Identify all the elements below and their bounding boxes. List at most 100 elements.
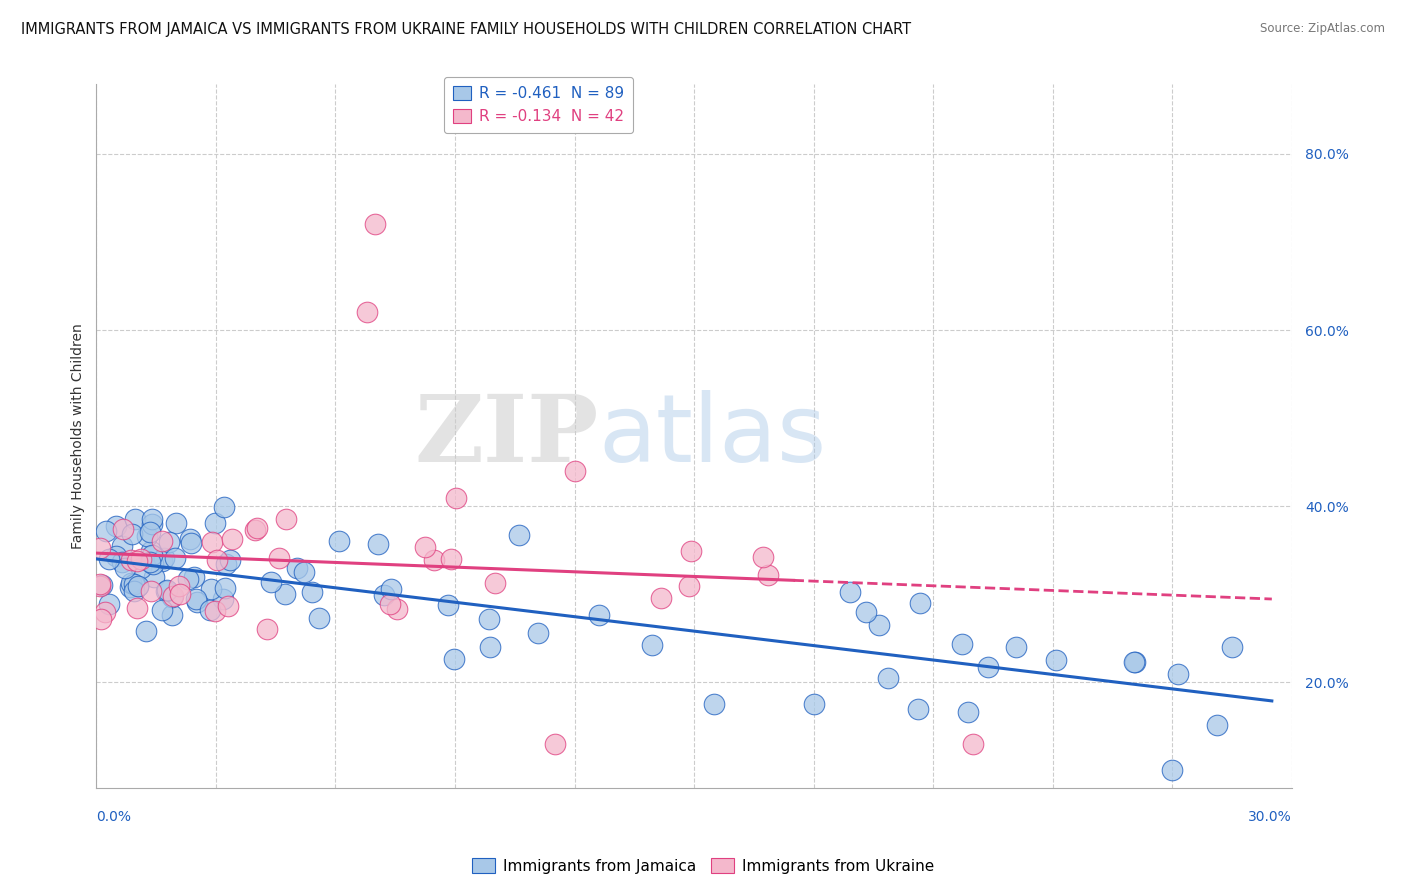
Point <box>139 525 162 540</box>
Point <box>138 555 160 569</box>
Point <box>179 532 201 546</box>
Point <box>217 599 239 614</box>
Point <box>118 580 141 594</box>
Point <box>1123 655 1146 669</box>
Point <box>125 601 148 615</box>
Point <box>1045 653 1067 667</box>
Point <box>276 512 298 526</box>
Point <box>135 624 157 638</box>
Point <box>752 549 775 564</box>
Point <box>114 561 136 575</box>
Point <box>679 543 702 558</box>
Point <box>169 587 191 601</box>
Point <box>478 612 501 626</box>
Legend: Immigrants from Jamaica, Immigrants from Ukraine: Immigrants from Jamaica, Immigrants from… <box>465 852 941 880</box>
Point <box>484 576 506 591</box>
Point <box>124 512 146 526</box>
Point <box>543 737 565 751</box>
Point <box>89 579 111 593</box>
Text: ZIP: ZIP <box>415 391 599 481</box>
Point <box>1220 640 1243 654</box>
Point <box>380 582 402 596</box>
Point <box>89 541 111 555</box>
Point <box>214 582 236 596</box>
Point <box>111 539 134 553</box>
Point <box>1005 640 1028 654</box>
Point <box>385 602 408 616</box>
Point <box>204 604 226 618</box>
Point <box>112 522 135 536</box>
Point <box>328 533 350 548</box>
Point <box>444 491 467 505</box>
Point <box>104 549 127 563</box>
Point <box>204 516 226 531</box>
Point <box>155 583 177 598</box>
Point <box>907 702 929 716</box>
Point <box>855 605 877 619</box>
Point <box>184 592 207 607</box>
Point <box>1123 655 1146 669</box>
Point <box>111 555 134 569</box>
Point <box>260 575 283 590</box>
Point <box>127 579 149 593</box>
Point <box>129 561 152 575</box>
Point <box>141 544 163 558</box>
Point <box>1206 717 1229 731</box>
Point <box>640 639 662 653</box>
Y-axis label: Family Households with Children: Family Households with Children <box>72 323 86 549</box>
Point <box>156 583 179 598</box>
Point <box>165 516 187 531</box>
Point <box>588 608 610 623</box>
Point <box>977 660 1000 674</box>
Point <box>127 554 149 568</box>
Point <box>200 603 222 617</box>
Point <box>105 519 128 533</box>
Text: atlas: atlas <box>599 390 827 482</box>
Point <box>292 565 315 579</box>
Point <box>94 605 117 619</box>
Text: IMMIGRANTS FROM JAMAICA VS IMMIGRANTS FROM UKRAINE FAMILY HOUSEHOLDS WITH CHILDR: IMMIGRANTS FROM JAMAICA VS IMMIGRANTS FR… <box>21 22 911 37</box>
Point <box>243 523 266 537</box>
Point <box>153 550 176 565</box>
Point <box>141 512 163 526</box>
Point <box>437 599 460 613</box>
Point <box>1166 666 1188 681</box>
Point <box>205 553 228 567</box>
Point <box>127 579 149 593</box>
Point <box>121 527 143 541</box>
Point <box>91 577 114 591</box>
Point <box>508 528 530 542</box>
Point <box>135 529 157 543</box>
Point <box>142 557 165 571</box>
Point <box>124 583 146 598</box>
Text: 30.0%: 30.0% <box>1249 810 1292 824</box>
Point <box>183 570 205 584</box>
Point <box>150 603 173 617</box>
Point <box>564 464 586 478</box>
Point <box>440 552 463 566</box>
Text: Source: ZipAtlas.com: Source: ZipAtlas.com <box>1260 22 1385 36</box>
Point <box>120 576 142 591</box>
Point <box>301 584 323 599</box>
Point <box>129 552 152 566</box>
Point <box>443 652 465 666</box>
Point <box>246 521 269 535</box>
Point <box>380 597 402 611</box>
Point <box>94 524 117 539</box>
Point <box>1161 764 1184 778</box>
Point <box>678 579 700 593</box>
Point <box>367 537 389 551</box>
Point <box>120 553 142 567</box>
Point <box>758 567 780 582</box>
Point <box>139 583 162 598</box>
Point <box>122 577 145 591</box>
Point <box>267 550 290 565</box>
Point <box>356 305 378 319</box>
Text: 0.0%: 0.0% <box>97 810 131 824</box>
Point <box>89 576 111 591</box>
Point <box>141 548 163 562</box>
Point <box>221 533 243 547</box>
Point <box>200 582 222 596</box>
Point <box>478 640 501 654</box>
Point <box>839 585 862 599</box>
